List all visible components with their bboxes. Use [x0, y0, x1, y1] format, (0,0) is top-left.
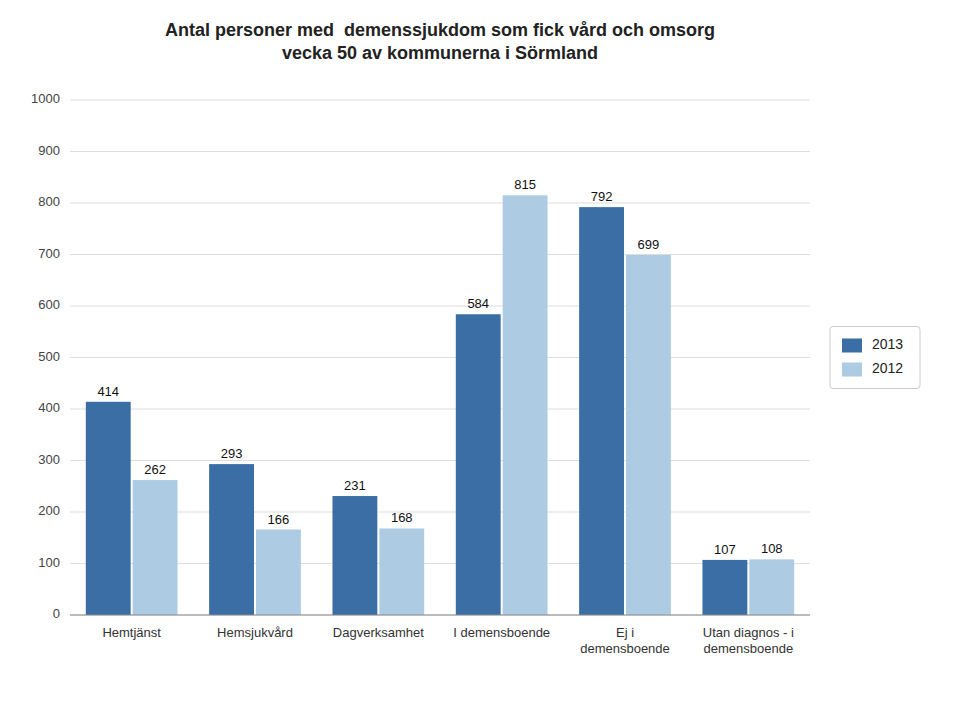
x-tick-line: Ej i	[616, 625, 634, 640]
bar	[133, 480, 178, 615]
grid-line	[70, 615, 810, 616]
bar	[702, 560, 747, 615]
bar	[749, 559, 794, 615]
data-label: 293	[221, 446, 243, 461]
legend-swatch	[842, 339, 862, 353]
x-tick-line: Hemsjukvård	[217, 625, 293, 640]
x-axis: Hemtjänst Hemsjukvård Dagverksamhet I demen…	[102, 625, 794, 656]
legend: 2013 2012	[830, 327, 920, 389]
y-tick-label: 100	[38, 555, 60, 570]
bar	[256, 530, 301, 615]
x-axis-line	[70, 615, 810, 616]
bars	[86, 195, 794, 615]
y-tick-label: 1000	[31, 91, 60, 106]
grid-line	[70, 100, 810, 101]
x-tick-line: Hemtjänst	[102, 625, 161, 640]
data-label: 414	[97, 384, 119, 399]
grid-line	[70, 254, 810, 255]
chart-container: Antal personer med demenssjukdom som fic…	[0, 0, 960, 720]
data-label: 699	[638, 237, 660, 252]
data-label: 168	[391, 510, 413, 525]
x-tick-label: Ej idemensboende	[580, 625, 670, 656]
y-tick-label: 0	[53, 606, 60, 621]
data-labels: 414 293 231 584 792 107 262 166 168 815 699 108	[97, 177, 782, 557]
grid-line	[70, 357, 810, 358]
grid-line	[70, 151, 810, 152]
x-tick-label: Utan diagnos - idemensboende	[703, 625, 794, 656]
legend-swatch	[842, 363, 862, 377]
y-tick-label: 200	[38, 503, 60, 518]
data-label: 107	[714, 542, 736, 557]
series-bars	[133, 195, 795, 615]
bar	[209, 464, 254, 615]
chart-title: Antal personer med demenssjukdom som fic…	[165, 20, 715, 63]
data-label: 231	[344, 478, 366, 493]
bar	[379, 528, 424, 615]
data-label: 262	[144, 462, 166, 477]
data-label: 108	[761, 541, 783, 556]
bar	[503, 195, 548, 615]
y-tick-label: 600	[38, 297, 60, 312]
grid-line	[70, 409, 810, 410]
bar	[626, 255, 671, 615]
x-tick-line: demensboende	[704, 641, 794, 656]
title-line: Antal personer med demenssjukdom som fic…	[165, 20, 715, 40]
grid-line	[70, 203, 810, 204]
x-tick-label: Dagverksamhet	[333, 625, 424, 640]
grid	[70, 100, 810, 615]
y-axis: 0 100 200 300 400 500 600 700 800 900 1000	[31, 91, 60, 621]
x-tick-line: I demensboende	[453, 625, 550, 640]
x-tick-label: I demensboende	[453, 625, 550, 640]
bar	[579, 207, 624, 615]
x-tick-line: Dagverksamhet	[333, 625, 424, 640]
x-tick-label: Hemtjänst	[102, 625, 161, 640]
grid-line	[70, 306, 810, 307]
data-label: 792	[591, 189, 613, 204]
bar	[86, 402, 131, 615]
y-tick-label: 900	[38, 143, 60, 158]
y-tick-label: 300	[38, 452, 60, 467]
data-label: 815	[514, 177, 536, 192]
x-tick-line: demensboende	[580, 641, 670, 656]
title-line: vecka 50 av kommunerna i Sörmland	[282, 43, 598, 63]
y-tick-label: 700	[38, 246, 60, 261]
data-label: 166	[268, 512, 290, 527]
series-bars	[86, 207, 748, 615]
y-tick-label: 800	[38, 194, 60, 209]
y-tick-label: 400	[38, 400, 60, 415]
legend-box	[830, 327, 920, 389]
x-tick-line: Utan diagnos - i	[703, 625, 794, 640]
chart-svg: Antal personer med demenssjukdom som fic…	[0, 0, 960, 720]
data-label: 584	[467, 296, 489, 311]
y-tick-label: 500	[38, 349, 60, 364]
grid-line	[70, 512, 810, 513]
grid-line	[70, 563, 810, 564]
bar	[332, 496, 377, 615]
x-tick-label: Hemsjukvård	[217, 625, 293, 640]
bar	[456, 314, 501, 615]
legend-label: 2012	[872, 360, 903, 376]
grid-line	[70, 460, 810, 461]
legend-label: 2013	[872, 336, 903, 352]
